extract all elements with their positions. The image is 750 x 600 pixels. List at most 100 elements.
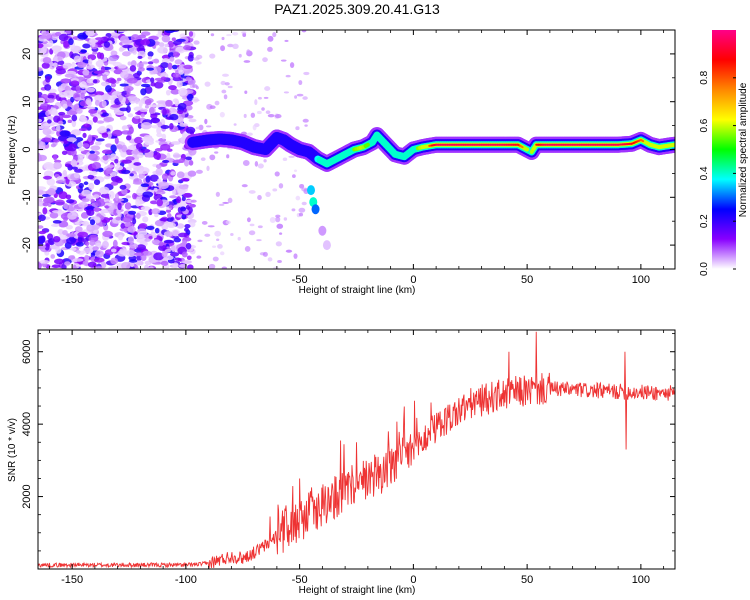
y-tick-label: 6000 <box>21 339 33 363</box>
sparse-noise-blob <box>248 230 256 236</box>
sparse-noise-blob <box>289 62 295 68</box>
noise-blob <box>72 258 84 262</box>
noise-blob <box>171 245 176 252</box>
noise-blob <box>167 62 173 70</box>
noise-blob <box>100 261 107 269</box>
noise-blob <box>172 40 182 46</box>
trailing-blob <box>318 225 327 236</box>
noise-blob <box>149 106 155 114</box>
sparse-noise-blob <box>190 199 197 203</box>
noise-blob <box>172 98 179 103</box>
noise-blob <box>54 199 65 206</box>
sparse-noise-blob <box>246 49 251 55</box>
noise-blob <box>93 206 100 213</box>
sparse-noise-blob <box>205 125 212 128</box>
noise-blob <box>151 208 161 215</box>
noise-blob <box>77 231 89 238</box>
sparse-noise-blob <box>267 257 273 262</box>
noise-blob <box>38 67 43 72</box>
sparse-noise-blob <box>232 43 239 49</box>
noise-blob <box>51 108 58 116</box>
noise-blob <box>76 108 83 114</box>
snr-y-axis-title: SNR (10 * v/v) <box>7 418 18 482</box>
sparse-noise-blob <box>189 248 196 255</box>
noise-blob <box>132 192 137 200</box>
noise-blob <box>89 170 98 176</box>
sparse-noise-blob <box>214 100 220 106</box>
noise-blob <box>42 207 48 215</box>
sparse-noise-blob <box>280 59 287 62</box>
noise-blob <box>101 132 109 138</box>
noise-blob <box>57 120 64 125</box>
sparse-noise-blob <box>219 251 225 256</box>
noise-blob <box>154 227 160 234</box>
noise-blob <box>98 198 105 202</box>
noise-blob <box>60 78 72 84</box>
noise-blob <box>184 159 190 167</box>
y-tick-label: 2000 <box>21 484 33 508</box>
sparse-noise-blob <box>193 57 200 61</box>
noise-blob <box>67 211 77 220</box>
noise-blob <box>65 225 73 230</box>
noise-blob <box>176 196 182 204</box>
sparse-noise-blob <box>192 96 199 103</box>
noise-blob <box>41 137 52 143</box>
noise-blob <box>71 247 77 251</box>
noise-blob <box>75 250 81 254</box>
noise-blob <box>119 83 129 87</box>
noise-blob <box>103 116 115 122</box>
noise-blob <box>122 44 133 49</box>
noise-blob <box>62 229 68 236</box>
sparse-noise-blob <box>254 161 259 167</box>
noise-blob <box>166 217 174 222</box>
noise-blob <box>140 113 145 118</box>
noise-blob <box>90 198 95 204</box>
noise-blob <box>58 33 69 42</box>
noise-blob <box>62 103 68 109</box>
sparse-noise-blob <box>256 239 262 242</box>
sparse-noise-blob <box>201 220 208 225</box>
noise-blob <box>178 264 187 268</box>
noise-blob <box>115 263 123 269</box>
noise-blob <box>52 235 61 243</box>
noise-blob <box>82 59 90 64</box>
noise-blob <box>163 239 175 244</box>
noise-blob <box>38 235 46 244</box>
noise-blob <box>87 261 97 268</box>
sparse-noise-blob <box>226 154 230 159</box>
trailing-blob <box>322 240 331 251</box>
sparse-noise-blob <box>263 159 267 163</box>
sparse-noise-blob <box>274 171 280 177</box>
noise-blob <box>66 110 78 116</box>
noise-blob <box>187 79 195 85</box>
noise-blob <box>176 171 185 179</box>
sparse-noise-blob <box>284 39 289 43</box>
noise-blob <box>38 112 47 117</box>
noise-blob <box>147 51 154 57</box>
noise-blob <box>119 115 127 121</box>
noise-blob <box>92 79 98 84</box>
noise-blob <box>180 206 187 212</box>
noise-blob <box>152 67 157 75</box>
x-tick-label: -100 <box>175 574 197 586</box>
noise-blob <box>96 120 105 124</box>
noise-blob <box>110 248 117 253</box>
noise-blob <box>44 196 55 203</box>
noise-blob <box>160 76 167 81</box>
noise-blob <box>71 114 78 122</box>
noise-blob <box>126 87 131 96</box>
noise-blob <box>181 251 188 258</box>
noise-blob <box>184 227 189 232</box>
noise-blob <box>174 59 183 65</box>
noise-blob <box>91 224 100 230</box>
noise-blob <box>93 194 100 199</box>
sparse-noise-blob <box>206 165 210 172</box>
noise-blob <box>55 247 62 254</box>
noise-blob <box>188 31 194 37</box>
noise-blob <box>184 223 191 229</box>
noise-blob <box>118 47 124 52</box>
y-tick-label: 10 <box>21 96 33 108</box>
sparse-noise-blob <box>208 263 216 269</box>
sparse-noise-blob <box>198 124 204 131</box>
noise-blob <box>112 129 123 137</box>
